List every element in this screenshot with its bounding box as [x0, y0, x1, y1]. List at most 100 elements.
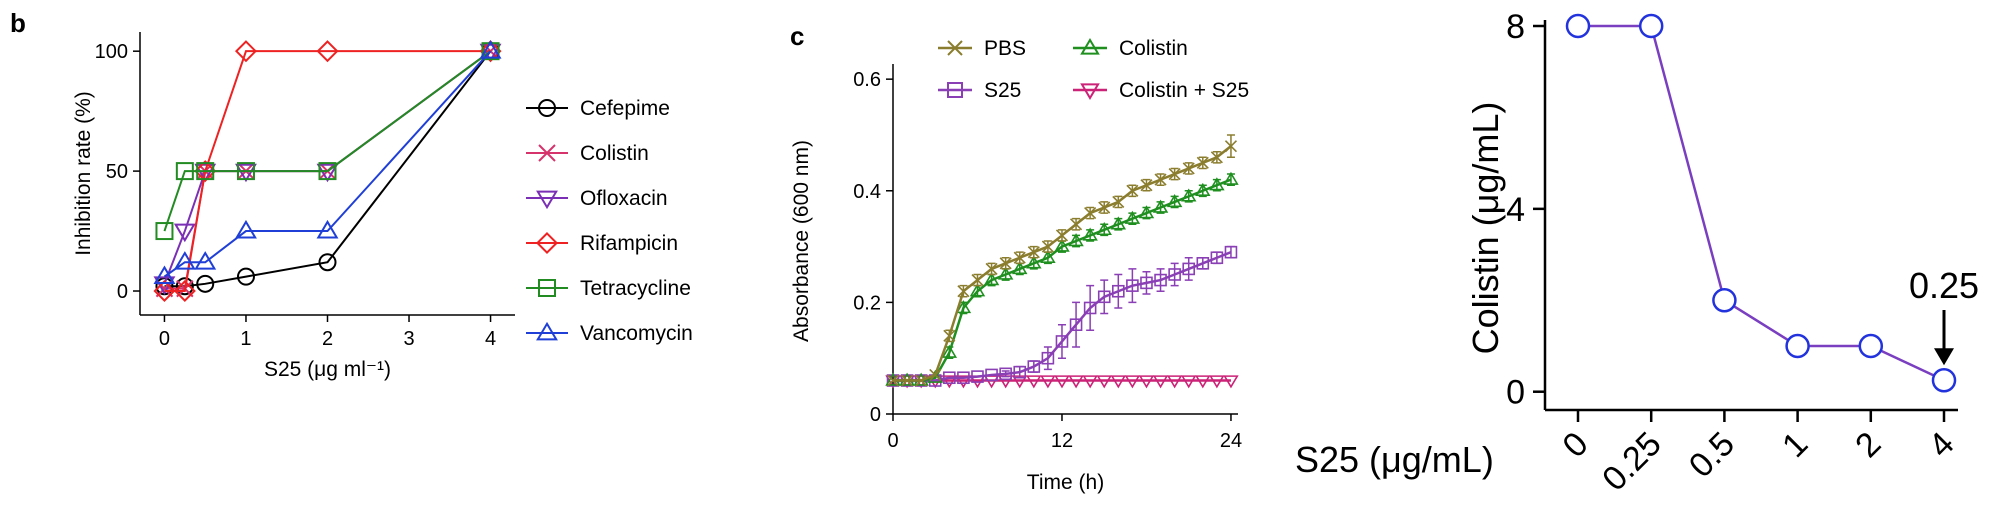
panel-c-marker	[1110, 375, 1127, 389]
panel-colistin-series	[1565, 13, 1957, 393]
panel-b-letter: b	[10, 8, 26, 38]
panel-c-marker	[1040, 375, 1056, 389]
panel-colistin-xtick-label: 2	[1848, 425, 1888, 465]
panel-b-legend-label: Colistin	[580, 142, 649, 165]
panel-c-marker	[1210, 151, 1223, 164]
panel-b-legend-marker	[535, 231, 559, 255]
panel-c-marker	[1027, 360, 1041, 373]
panel-c-letter: c	[790, 21, 804, 51]
panel-colistin-ytick-label: 0	[1506, 374, 1525, 412]
panel-b-marker	[173, 223, 196, 243]
panel-c-marker	[1166, 194, 1183, 208]
panel-c-ytick-label: 0	[870, 404, 881, 426]
panel-b-marker	[194, 251, 217, 270]
panel-c-marker	[1054, 238, 1070, 252]
panel-c-marker	[941, 344, 958, 358]
panel-b-legend-label: Tetracycline	[580, 277, 691, 300]
panel-c-xtick-label: 12	[1051, 430, 1073, 452]
panel-b-legend-marker	[536, 190, 558, 210]
panel-c-marker	[1096, 221, 1112, 236]
panel-c-marker	[1084, 207, 1097, 220]
panel-b-line	[164, 50, 491, 293]
panel-b-xtick-label: 3	[403, 328, 414, 350]
panel-b-ytick-label: 100	[95, 41, 128, 63]
panel-colistin-marker	[1931, 368, 1957, 393]
panel-c-marker	[1126, 184, 1139, 197]
panel-c-series-colistin	[885, 171, 1239, 386]
panel-c-marker	[1069, 318, 1083, 332]
panel-b-series-rifampicin	[153, 40, 502, 303]
panel-b-xtick-label: 1	[240, 328, 251, 350]
panel-b-marker	[479, 40, 502, 63]
panel-c-marker	[1224, 245, 1238, 259]
panel-colistin-xtick-label: 0	[1555, 425, 1595, 465]
panel-c-legend-label: Colistin + S25	[1119, 79, 1249, 102]
panel-c-marker	[1182, 162, 1195, 175]
panel-c-marker	[1082, 375, 1098, 389]
panel-c-marker	[957, 285, 970, 298]
panel-b-legend-label: Vancomycin	[580, 322, 693, 345]
panel-c-marker	[1013, 365, 1027, 379]
panel-b-marker	[175, 162, 194, 181]
panel-b-marker	[153, 280, 176, 303]
panel-c-ytick-label: 0.2	[853, 292, 881, 314]
panel-c-marker	[957, 371, 970, 385]
panel-c-marker	[1026, 255, 1042, 269]
panel-colistin-marker	[1785, 333, 1810, 359]
panel-c-marker	[1154, 173, 1167, 186]
panel-b-series-tetracycline	[155, 42, 500, 241]
panel-c-marker	[1210, 251, 1224, 265]
panel-c-marker	[901, 374, 914, 387]
panel-colistin-x-label: S25 (μg/mL)	[1295, 439, 1494, 480]
panel-c-marker	[1055, 229, 1069, 242]
panel-colistin-marker	[1712, 288, 1737, 313]
panel-c-marker	[1168, 268, 1181, 281]
panel-c-x-label: Time (h)	[1027, 471, 1104, 494]
panel-c-marker	[983, 272, 1000, 286]
panel-c-marker	[1068, 233, 1084, 247]
panel-c-ytick-label: 0.4	[853, 181, 881, 203]
panel-c-marker	[1195, 182, 1211, 196]
panel-c-marker	[971, 273, 984, 287]
panel-c-marker	[1223, 375, 1239, 389]
panel-b-marker	[194, 163, 217, 183]
panel-b-marker	[196, 162, 215, 181]
panel-c-marker	[941, 375, 958, 389]
panel-c-marker	[1223, 171, 1239, 185]
panel-b-line	[163, 50, 492, 232]
panel-colistin-xtick-label: 0.25	[1595, 425, 1669, 499]
panel-b-marker	[234, 40, 257, 63]
panel-c-marker	[1026, 375, 1042, 389]
panel-colistin-ytick-label: 4	[1506, 191, 1525, 229]
panel-b: b 0 50 100 0 1 2 3 4 S25 (μg ml⁻¹) Inhibition rate…	[10, 8, 693, 381]
panel-c-marker	[1196, 156, 1209, 169]
panel-colistin-marker	[1565, 13, 1591, 39]
panel-c-legend-marker	[1080, 83, 1100, 101]
panel-c-legend-marker	[947, 82, 963, 98]
panel-b-marker	[316, 163, 339, 183]
panel-c-marker	[1069, 218, 1083, 231]
panel-c: c 0 0.2 0.4 0.6 0 12 24 Time (h) Absorbance (600 …	[790, 21, 1249, 494]
panel-b-marker	[479, 40, 502, 59]
panel-c-marker	[1138, 205, 1155, 219]
panel-b-marker	[236, 267, 255, 286]
panel-c-marker	[1012, 261, 1028, 275]
panel-c-line	[893, 178, 1232, 382]
panel-c-marker	[969, 283, 986, 297]
panel-c-marker	[1124, 210, 1141, 224]
panel-b-legend-marker	[538, 279, 556, 297]
panel-c-marker	[929, 368, 942, 382]
panel-c-marker	[1166, 375, 1183, 389]
panel-b-xtick-label: 4	[485, 328, 496, 350]
panel-b-ytick-label: 50	[106, 161, 128, 183]
panel-c-marker	[1112, 284, 1125, 298]
panel-b-xtick-label: 0	[159, 328, 170, 350]
panel-c-marker	[886, 374, 900, 387]
panel-b-marker	[173, 280, 196, 303]
panel-c-legend-label: PBS	[984, 37, 1026, 60]
panel-c-marker	[1138, 375, 1155, 389]
panel-c-marker	[1027, 246, 1040, 259]
panel-b-legend-label: Cefepime	[580, 97, 670, 120]
panel-c-marker	[985, 368, 998, 382]
panel-b-ytick-label: 0	[117, 281, 128, 303]
